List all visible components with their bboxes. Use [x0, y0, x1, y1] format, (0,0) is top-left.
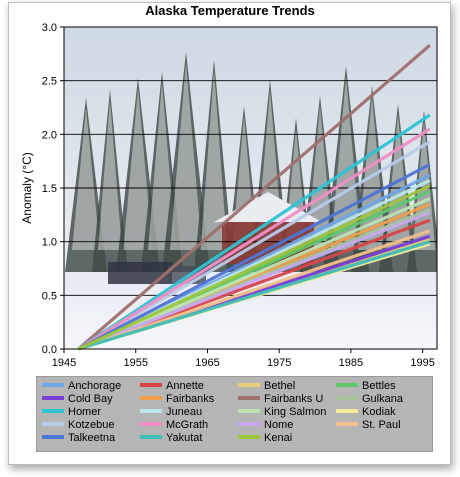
legend-swatch: [238, 396, 260, 400]
legend-label: Kodiak: [362, 406, 396, 418]
legend-swatch: [238, 422, 260, 426]
series-line: [77, 127, 431, 351]
tree-snow: [72, 108, 100, 250]
legend-swatch: [238, 435, 260, 439]
tree-shape: [351, 86, 393, 272]
chart-title: Alaska Temperature Trends: [145, 3, 315, 18]
legend-label: Talkeetna: [68, 432, 116, 444]
legend-swatch: [140, 383, 162, 387]
legend-swatch: [140, 435, 162, 439]
y-tick-label: 2.5: [42, 76, 57, 88]
legend-label: Nome: [264, 419, 293, 431]
x-tick-label: 1955: [123, 357, 147, 369]
legend-swatch: [336, 422, 358, 426]
legend-swatch: [336, 409, 358, 413]
y-tick-label: 1.0: [42, 237, 57, 249]
legend-swatch: [238, 383, 260, 387]
legend-swatch: [42, 422, 64, 426]
tree-snow: [306, 106, 334, 250]
tree-snow: [170, 62, 202, 250]
y-axis-label: Anomaly (°C): [20, 152, 34, 223]
tree-snow: [330, 76, 362, 250]
series-line: [77, 240, 431, 351]
legend-label: King Salmon: [264, 406, 326, 418]
legend-swatch: [42, 435, 64, 439]
legend-swatch: [42, 409, 64, 413]
y-tick-label: 2.0: [42, 129, 57, 141]
y-tick-label: 3.0: [42, 22, 57, 34]
legend-label: Bettles: [362, 380, 396, 392]
series-line: [77, 229, 431, 351]
snowmobile: [108, 262, 172, 284]
series-lines: [77, 44, 431, 351]
legend-label: Homer: [68, 406, 101, 418]
legend-label: St. Paul: [362, 419, 401, 431]
series-line: [77, 211, 431, 351]
legend-label: Bethel: [264, 380, 295, 392]
tree-shape: [162, 52, 210, 272]
legend-swatch: [238, 409, 260, 413]
y-tick-label: 0.0: [42, 344, 57, 356]
legend-swatch: [336, 396, 358, 400]
legend-label: Kenai: [264, 432, 292, 444]
legend-swatch: [140, 396, 162, 400]
legend-label: McGrath: [166, 419, 208, 431]
legend-swatch: [42, 396, 64, 400]
legend-swatch: [42, 383, 64, 387]
y-tick-label: 0.5: [42, 290, 57, 302]
legend: [36, 376, 433, 452]
tree-shape: [92, 90, 128, 272]
legend-label: Yakutat: [166, 432, 203, 444]
legend-label: Fairbanks: [166, 393, 215, 405]
x-tick-label: 1945: [52, 357, 76, 369]
x-tick-label: 1995: [410, 357, 434, 369]
legend-label: Juneau: [166, 406, 202, 418]
x-tick-label: 1965: [195, 357, 219, 369]
series-line: [77, 162, 431, 351]
tree-snow: [200, 70, 228, 250]
x-tick-label: 1975: [267, 357, 291, 369]
axes: 0.0 0.5 1.0 1.5 2.0 2.5 3.0 1945 1955 1965 1975 198…: [20, 22, 438, 369]
tree-snow: [123, 88, 153, 250]
series-line: [77, 44, 431, 351]
series-line: [77, 184, 431, 351]
y-tick-label: 1.5: [42, 183, 57, 195]
series-line: [77, 113, 431, 351]
legend-label: Cold Bay: [68, 393, 113, 405]
series-line: [77, 197, 431, 351]
legend-label: Fairbanks U: [264, 393, 323, 405]
legend-label: Annette: [166, 380, 204, 392]
legend-swatch: [336, 383, 358, 387]
legend-swatch: [140, 422, 162, 426]
series-line: [77, 140, 431, 351]
legend-label: Kotzebue: [68, 419, 114, 431]
legend-label: Gulkana: [362, 393, 404, 405]
tree-snow: [98, 100, 122, 250]
legend-swatch: [140, 409, 162, 413]
x-tick-label: 1985: [339, 357, 363, 369]
legend-label: Anchorage: [68, 380, 121, 392]
